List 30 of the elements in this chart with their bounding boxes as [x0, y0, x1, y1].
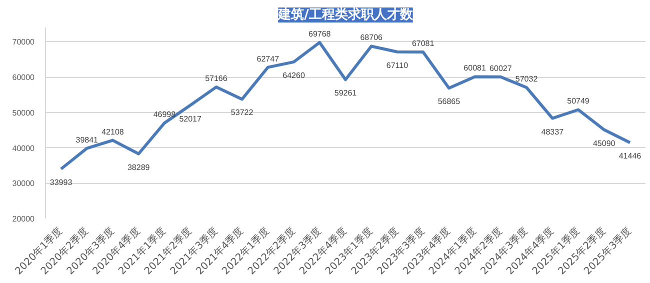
data-label: 41446 [618, 152, 642, 161]
y-tick-label: 40000 [12, 144, 36, 153]
data-label: 69768 [308, 29, 332, 38]
data-label: 50749 [567, 96, 590, 106]
data-label: 45090 [593, 138, 616, 148]
data-label: 46998 [153, 110, 176, 120]
y-tick-label: 60000 [12, 73, 36, 82]
data-label: 60027 [490, 64, 512, 73]
chart-title: 建筑/工程类求职人才数 [277, 6, 414, 22]
data-label: 62747 [256, 54, 280, 64]
data-label: 68706 [360, 33, 384, 42]
y-tick-label: 30000 [12, 179, 36, 188]
data-label: 33993 [50, 178, 73, 188]
data-label: 52017 [179, 114, 202, 124]
data-label: 67081 [412, 38, 435, 48]
data-label: 48337 [541, 127, 564, 136]
data-label: 57032 [515, 74, 538, 84]
data-label: 67110 [386, 60, 409, 70]
data-label: 59261 [334, 88, 358, 98]
data-label: 64260 [282, 70, 306, 80]
data-label: 56865 [438, 97, 461, 106]
data-label: 39841 [76, 135, 99, 144]
data-label: 38289 [127, 162, 150, 172]
y-tick-label: 20000 [12, 214, 36, 224]
data-label: 53722 [230, 108, 254, 118]
y-tick-label: 50000 [12, 108, 36, 118]
data-label: 42108 [102, 127, 124, 136]
y-tick-label: 70000 [12, 38, 36, 47]
data-label: 57166 [205, 74, 228, 84]
data-label: 60081 [464, 64, 486, 73]
